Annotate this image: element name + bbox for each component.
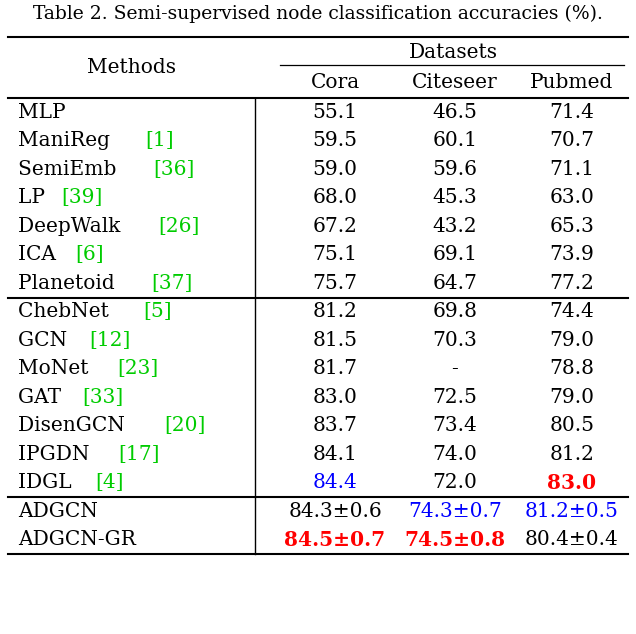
Text: GCN: GCN [18,331,74,350]
Text: [5]: [5] [144,302,172,321]
Text: 74.3±0.7: 74.3±0.7 [408,501,502,521]
Text: 81.7: 81.7 [312,359,357,378]
Text: ADGCN: ADGCN [18,501,98,521]
Text: [1]: [1] [145,131,174,150]
Text: 81.2: 81.2 [550,444,595,463]
Text: 84.1: 84.1 [312,444,357,463]
Text: 55.1: 55.1 [312,103,357,122]
Text: ADGCN-GR: ADGCN-GR [18,530,136,549]
Text: [33]: [33] [82,388,123,407]
Text: 70.7: 70.7 [550,131,595,150]
Text: 64.7: 64.7 [432,274,478,293]
Text: Table 2. Semi-supervised node classification accuracies (%).: Table 2. Semi-supervised node classifica… [33,5,603,23]
Text: ManiReg: ManiReg [18,131,116,150]
Text: 63.0: 63.0 [550,188,595,207]
Text: 59.0: 59.0 [312,160,357,179]
Text: Methods: Methods [87,58,176,77]
Text: GAT: GAT [18,388,67,407]
Text: 84.5±0.7: 84.5±0.7 [284,530,385,550]
Text: [6]: [6] [75,245,104,264]
Text: ChebNet: ChebNet [18,302,115,321]
Text: IPGDN: IPGDN [18,444,96,463]
Text: [26]: [26] [158,217,200,236]
Text: [20]: [20] [164,417,205,436]
Text: 65.3: 65.3 [550,217,595,236]
Text: 75.1: 75.1 [312,245,357,264]
Text: IDGL: IDGL [18,473,78,492]
Text: 83.0: 83.0 [548,473,597,493]
Text: Datasets: Datasets [409,43,498,62]
Text: Citeseer: Citeseer [412,72,498,91]
Text: 83.0: 83.0 [312,388,357,407]
Text: 69.8: 69.8 [432,302,478,321]
Text: 81.5: 81.5 [312,331,357,350]
Text: 69.1: 69.1 [432,245,478,264]
Text: Pubmed: Pubmed [530,72,614,91]
Text: 59.5: 59.5 [312,131,357,150]
Text: [12]: [12] [90,331,131,350]
Text: 67.2: 67.2 [312,217,357,236]
Text: 80.4±0.4: 80.4±0.4 [525,530,619,549]
Text: 79.0: 79.0 [550,388,595,407]
Text: 70.3: 70.3 [432,331,478,350]
Text: 73.9: 73.9 [550,245,595,264]
Text: SemiEmb: SemiEmb [18,160,123,179]
Text: 72.0: 72.0 [432,473,478,492]
Text: Cora: Cora [310,72,359,91]
Text: [36]: [36] [153,160,195,179]
Text: 84.4: 84.4 [313,473,357,492]
Text: 78.8: 78.8 [550,359,595,378]
Text: [39]: [39] [61,188,102,207]
Text: [4]: [4] [95,473,124,492]
Text: 79.0: 79.0 [550,331,595,350]
Text: 73.4: 73.4 [432,417,478,436]
Text: 74.5±0.8: 74.5±0.8 [404,530,506,550]
Text: MLP: MLP [18,103,66,122]
Text: 77.2: 77.2 [550,274,595,293]
Text: DeepWalk: DeepWalk [18,217,127,236]
Text: 81.2: 81.2 [312,302,357,321]
Text: 71.4: 71.4 [550,103,595,122]
Text: 80.5: 80.5 [550,417,595,436]
Text: 45.3: 45.3 [432,188,478,207]
Text: 74.4: 74.4 [550,302,595,321]
Text: 43.2: 43.2 [432,217,477,236]
Text: [23]: [23] [117,359,158,378]
Text: 71.1: 71.1 [550,160,595,179]
Text: [17]: [17] [118,444,160,463]
Text: 81.2±0.5: 81.2±0.5 [525,501,619,521]
Text: 75.7: 75.7 [312,274,357,293]
Text: 68.0: 68.0 [312,188,357,207]
Text: LP: LP [18,188,52,207]
Text: -: - [452,359,459,378]
Text: 46.5: 46.5 [432,103,478,122]
Text: 72.5: 72.5 [432,388,478,407]
Text: ICA: ICA [18,245,62,264]
Text: 74.0: 74.0 [432,444,478,463]
Text: 83.7: 83.7 [312,417,357,436]
Text: Planetoid: Planetoid [18,274,121,293]
Text: MoNet: MoNet [18,359,95,378]
Text: 84.3±0.6: 84.3±0.6 [288,501,382,521]
Text: DisenGCN: DisenGCN [18,417,131,436]
Text: 59.6: 59.6 [432,160,478,179]
Text: [37]: [37] [151,274,193,293]
Text: 60.1: 60.1 [432,131,478,150]
